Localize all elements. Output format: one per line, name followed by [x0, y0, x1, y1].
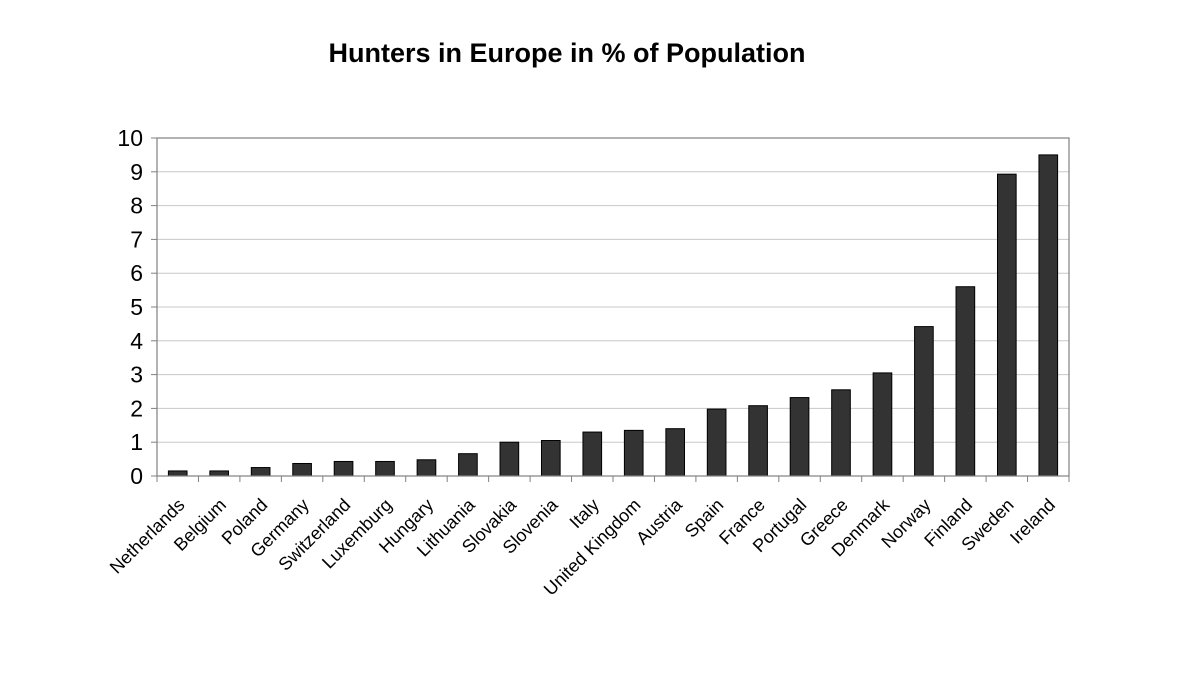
bar-italy	[582, 431, 603, 477]
x-tick-label: Austria	[632, 494, 686, 548]
x-tick-label: Ireland	[1006, 495, 1059, 548]
chart-title: Hunters in Europe in % of Population	[328, 38, 806, 68]
y-tick-label: 3	[130, 362, 143, 388]
bar-luxemburg	[375, 460, 395, 477]
bar-netherlands	[167, 470, 188, 477]
bar-ireland	[1038, 154, 1059, 477]
bar-greece	[831, 389, 851, 477]
y-tick-label: 6	[130, 260, 143, 286]
bar-belgium	[209, 470, 230, 477]
bar-united-kingdom	[623, 429, 644, 477]
bar-france	[748, 405, 768, 477]
y-tick-label: 5	[130, 294, 143, 320]
bar-hungary	[416, 459, 437, 477]
gridlines	[157, 171, 1069, 443]
y-tick-label: 2	[130, 395, 143, 421]
bar-austria	[665, 428, 686, 477]
bar-lithuania	[458, 453, 478, 477]
bar-poland	[250, 467, 271, 477]
bar-sweden	[996, 173, 1017, 477]
y-tick-label: 1	[130, 429, 143, 455]
bar-germany	[292, 462, 312, 477]
bar-switzerland	[333, 460, 354, 477]
bar-portugal	[789, 397, 810, 477]
bar-slovenia	[540, 440, 561, 477]
y-tick-label: 7	[130, 226, 143, 252]
bar-spain	[706, 408, 727, 477]
bar-denmark	[872, 372, 893, 477]
bar-slovakia	[499, 441, 520, 477]
x-axis-ticks: NetherlandsBelgiumPolandGermanySwitzerla…	[106, 476, 1070, 599]
y-tick-label: 10	[117, 125, 143, 151]
bar-norway	[914, 326, 934, 477]
bar-finland	[955, 286, 976, 477]
y-axis-ticks: 0 1 2 3 4 5 6 7 8 9 10	[117, 125, 157, 489]
y-tick-label: 4	[130, 328, 143, 354]
y-tick-label: 0	[130, 463, 143, 489]
y-tick-label: 9	[130, 159, 143, 185]
bars	[167, 154, 1059, 477]
y-tick-label: 8	[130, 193, 143, 219]
